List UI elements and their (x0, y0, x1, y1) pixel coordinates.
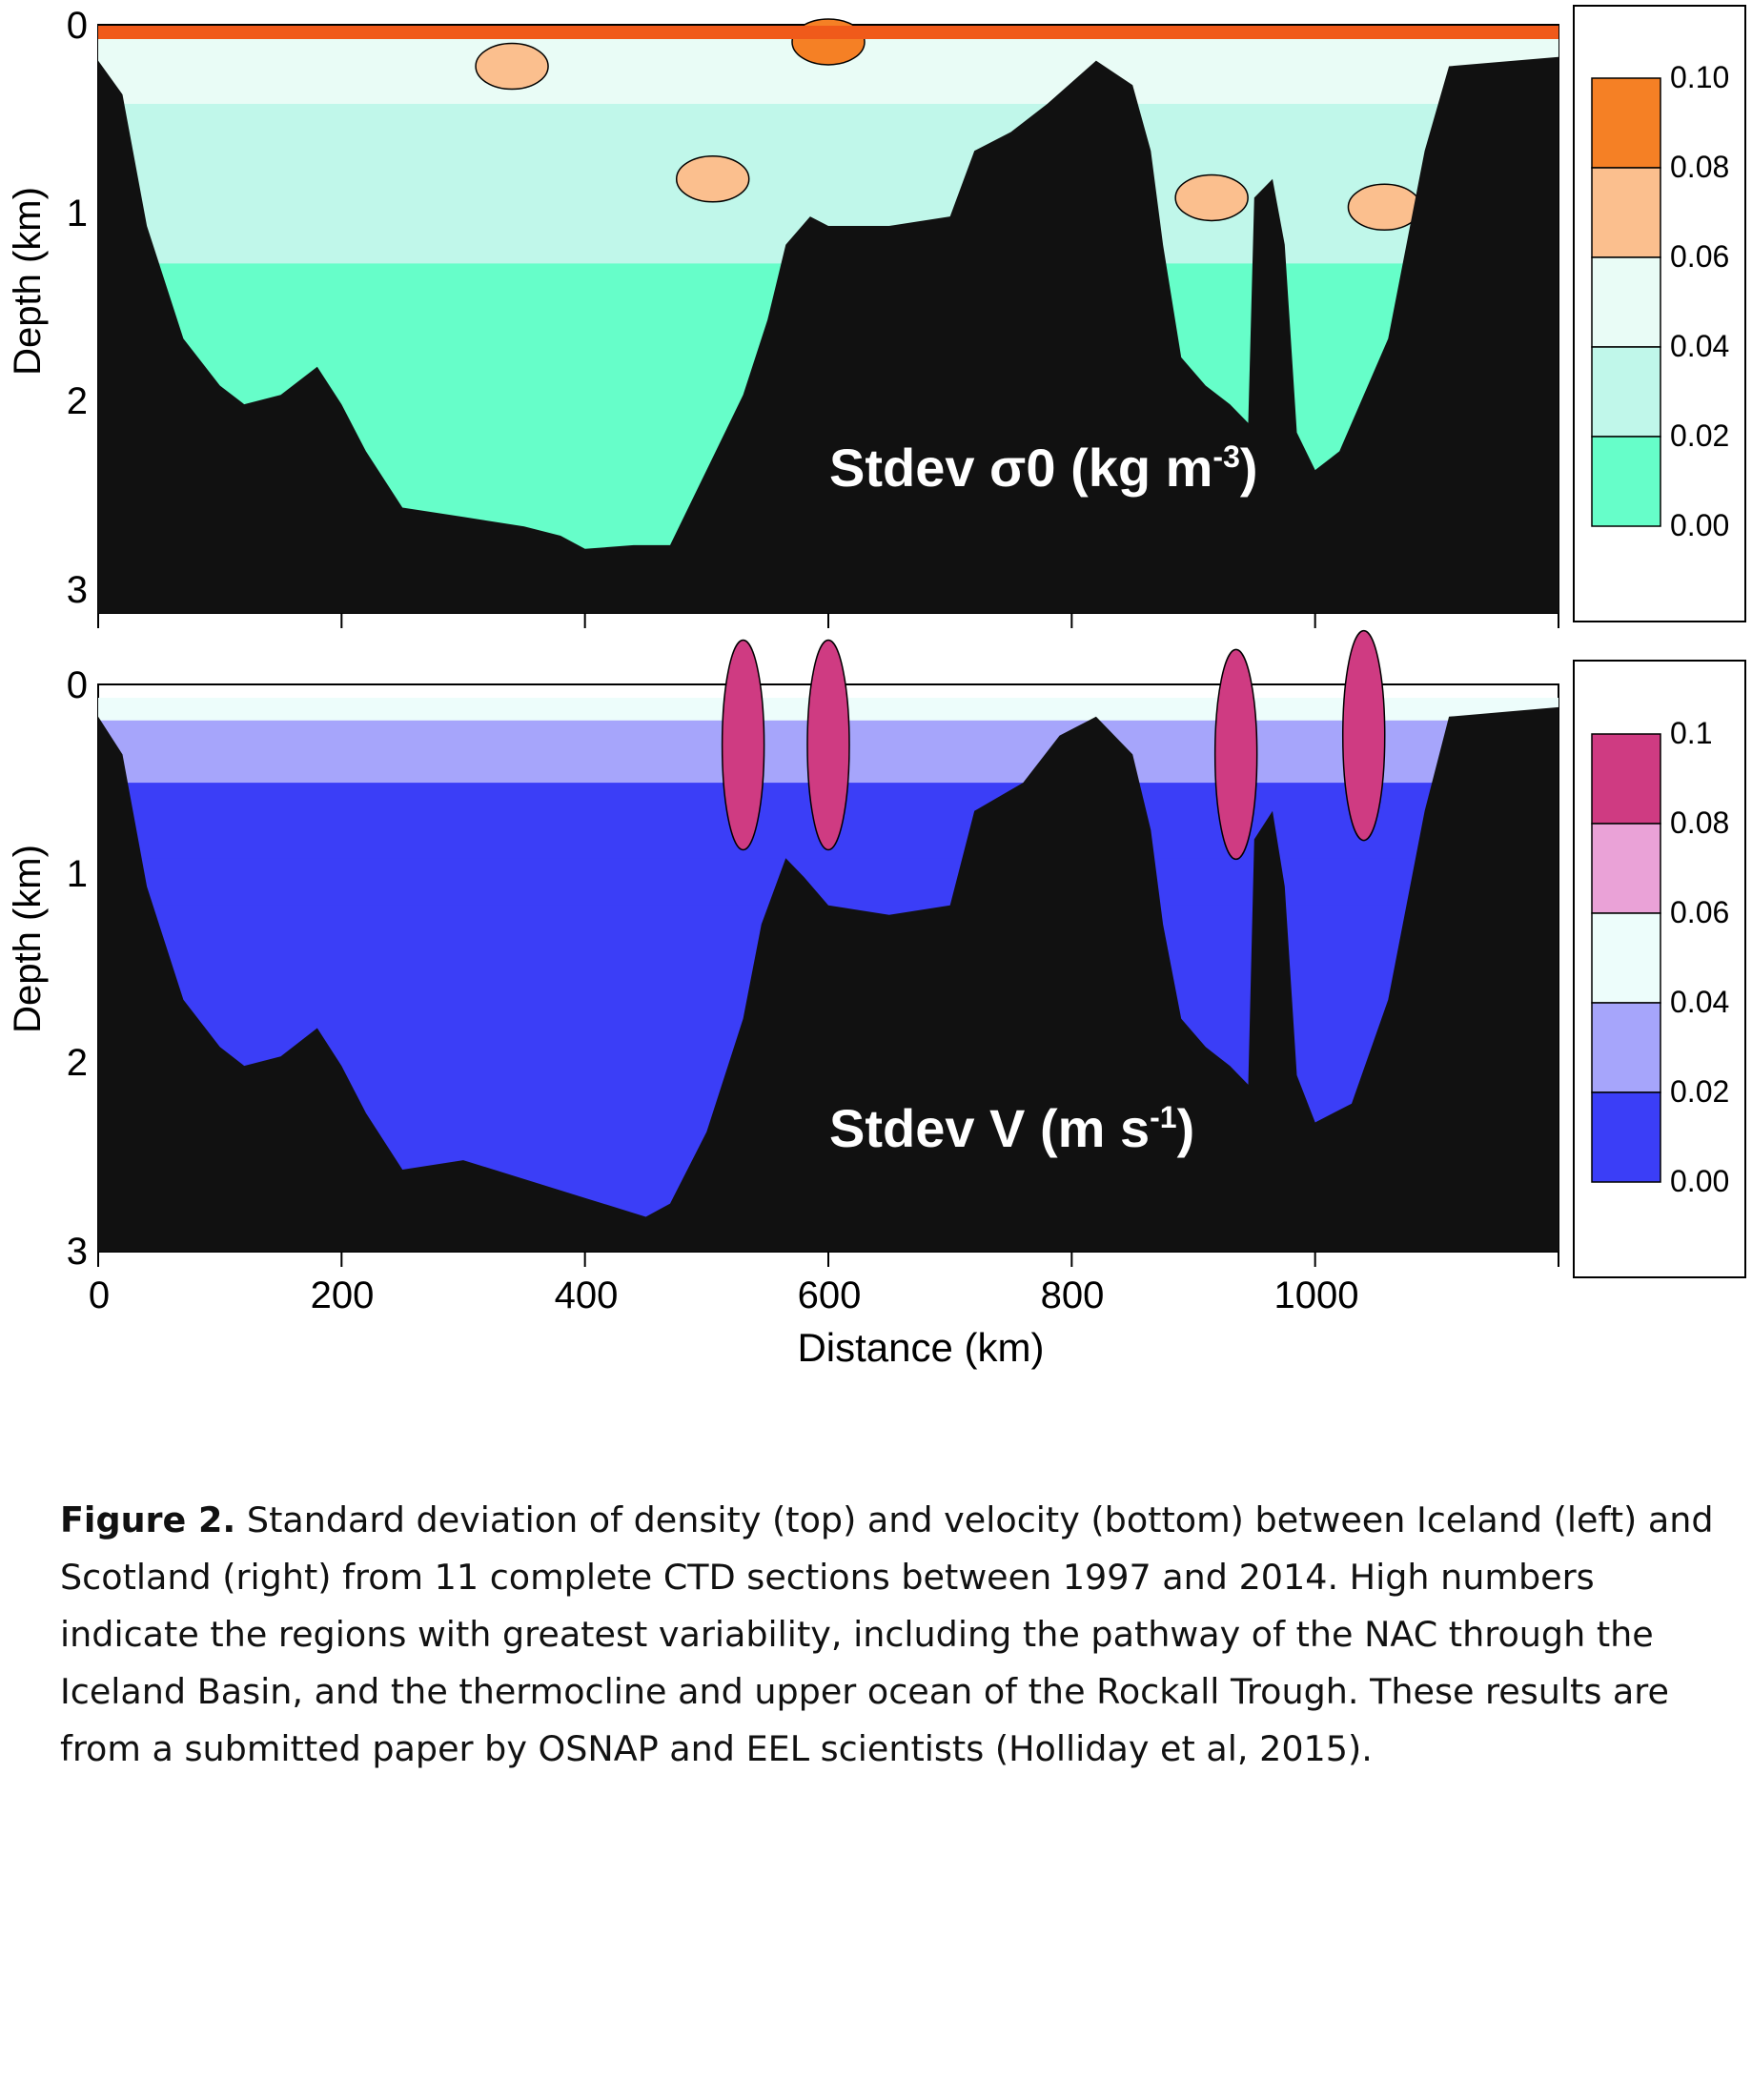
colorbar-swatch (1591, 823, 1661, 914)
colorbar-label: 0.06 (1670, 239, 1729, 274)
velocity-x-tick-labels: 0 200 400 600 800 1000 (89, 1274, 1359, 1316)
density-x-ticks (97, 613, 1559, 628)
colorbar-label: 0.04 (1670, 985, 1729, 1019)
density-panel: 0 1 2 3 Depth (km) Stdev σ0 (kg m-3) 0.1… (7, 5, 1746, 628)
variability-feature (806, 639, 850, 851)
colorbar-label: 0.00 (1670, 508, 1729, 542)
x-tick-label: 800 (1041, 1274, 1105, 1316)
colorbar-swatch (1591, 1002, 1661, 1093)
caption-label: Figure 2. (60, 1499, 236, 1540)
colorbar-label: 0.08 (1670, 805, 1729, 840)
variability-feature (721, 639, 765, 851)
x-tick-label: 600 (798, 1274, 862, 1316)
velocity-panel-title: Stdev V (m s-1) (829, 1098, 1194, 1158)
variability-feature (1174, 173, 1249, 222)
colorbar-label: 0.02 (1670, 418, 1729, 453)
colorbar-label: 0.00 (1670, 1164, 1729, 1198)
colorbar-swatch (1591, 346, 1661, 438)
colorbar-label: 0.04 (1670, 329, 1729, 363)
colorbar-swatch (1591, 733, 1661, 825)
colorbar-label: 0.02 (1670, 1074, 1729, 1109)
y-tick-label: 3 (67, 569, 88, 611)
y-tick-label: 3 (67, 1231, 88, 1273)
caption-text: Standard deviation of density (top) and … (60, 1499, 1714, 1769)
variability-feature (1347, 183, 1422, 232)
density-surface-band (98, 26, 1558, 39)
x-tick-label: 200 (311, 1274, 375, 1316)
variability-feature (675, 155, 750, 203)
density-y-axis-label: Depth (km) (7, 187, 49, 376)
y-tick-label: 0 (67, 664, 88, 706)
velocity-x-axis-label: Distance (km) (797, 1325, 1044, 1370)
colorbar-swatch (1591, 256, 1661, 348)
colorbar-label: 0.10 (1670, 60, 1729, 94)
colorbar-label: 0.06 (1670, 895, 1729, 929)
density-panel-title: Stdev σ0 (kg m-3) (829, 438, 1258, 498)
figure-caption: Figure 2. Standard deviation of density … (60, 1492, 1738, 1778)
colorbar-swatch (1591, 1091, 1661, 1183)
figure: 0 1 2 3 Depth (km) Stdev σ0 (kg m-3) 0.1… (7, 5, 1746, 1370)
colorbar-swatch (1591, 436, 1661, 527)
colorbar-label: 0.1 (1670, 716, 1712, 750)
density-seafloor (98, 56, 1558, 613)
colorbar-swatch (1591, 167, 1661, 258)
velocity-y-tick-labels: 0 1 2 3 (67, 664, 88, 1273)
variability-feature (1341, 629, 1386, 842)
x-tick-label: 1000 (1274, 1274, 1359, 1316)
y-tick-label: 1 (67, 853, 88, 895)
y-tick-label: 2 (67, 380, 88, 422)
density-y-tick-labels: 0 1 2 3 (67, 5, 88, 611)
velocity-panel: 0 1 2 3 0 200 400 600 800 1000 Distance … (7, 629, 1746, 1370)
y-tick-label: 2 (67, 1042, 88, 1084)
colorbar-swatch (1591, 77, 1661, 169)
density-colorbar: 0.10 0.08 0.06 0.04 0.02 0.00 (1591, 60, 1729, 542)
x-tick-label: 400 (555, 1274, 619, 1316)
colorbar-label: 0.08 (1670, 150, 1729, 184)
variability-feature (1213, 648, 1258, 861)
velocity-seafloor (98, 706, 1558, 1252)
velocity-colorbar: 0.1 0.08 0.06 0.04 0.02 0.00 (1591, 716, 1729, 1198)
y-tick-label: 1 (67, 193, 88, 234)
variability-feature (475, 42, 549, 91)
velocity-x-ticks (97, 1252, 1559, 1267)
y-tick-label: 0 (67, 5, 88, 47)
colorbar-swatch (1591, 912, 1661, 1004)
x-tick-label: 0 (89, 1274, 110, 1316)
velocity-y-axis-label: Depth (km) (7, 845, 49, 1033)
